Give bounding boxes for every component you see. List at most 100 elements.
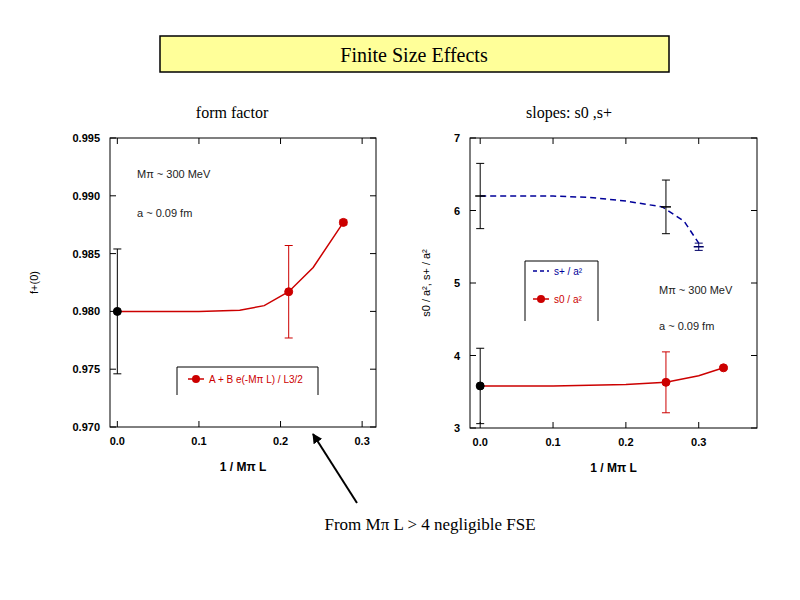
y-tick <box>370 427 376 428</box>
y-tick <box>751 283 757 284</box>
x-tick <box>553 138 554 144</box>
y-tick <box>110 253 116 254</box>
error-cap <box>662 180 670 181</box>
y-tick <box>110 138 116 139</box>
y-tick <box>110 427 116 428</box>
y-tick <box>110 195 116 196</box>
y-tick-label: 0.975 <box>72 363 100 375</box>
error-bar <box>662 180 670 234</box>
legend: A + B e(-Mπ L) / L3/2 <box>177 367 318 395</box>
data-point <box>339 218 347 226</box>
x-tick <box>480 138 481 144</box>
data-point <box>694 246 704 248</box>
error-cap <box>476 423 484 424</box>
error-bar <box>695 243 703 250</box>
plot-frame <box>110 138 376 427</box>
x-tick-label: 0.1 <box>545 436 560 448</box>
legend-marker <box>537 295 545 303</box>
annotation-text: From Mπ L > 4 negligible FSE <box>324 515 535 534</box>
x-tick <box>117 421 118 427</box>
series-line <box>480 368 723 386</box>
error-cap <box>662 233 670 234</box>
chart: slopes: s0 ,s+0.00.10.20.3345671 / Mπ Ls… <box>420 104 757 475</box>
x-tick <box>553 422 554 428</box>
slide-title: Finite Size Effects <box>340 44 488 66</box>
y-tick-label: 0.970 <box>72 421 100 433</box>
chart-title: form factor <box>196 104 269 121</box>
error-cap <box>662 412 670 413</box>
x-axis-label: 1 / Mπ L <box>220 460 267 474</box>
data-point <box>113 307 121 315</box>
y-tick <box>110 369 116 370</box>
y-tick <box>751 138 757 139</box>
x-tick <box>362 421 363 427</box>
error-bar <box>476 348 484 423</box>
y-tick <box>751 428 757 429</box>
y-tick <box>370 369 376 370</box>
y-axis-label: f+(0) <box>28 271 40 294</box>
y-tick-label: 5 <box>454 277 460 289</box>
error-bar <box>476 163 484 228</box>
x-tick <box>625 422 626 428</box>
y-tick <box>370 195 376 196</box>
y-axis-label: s0 / a², s+ / a² <box>420 249 432 317</box>
legend: s+ / a²s0 / a² <box>525 261 598 321</box>
x-tick-label: 0.0 <box>473 436 488 448</box>
y-tick-label: 6 <box>454 205 460 217</box>
error-cap <box>285 245 293 246</box>
y-tick-label: 0.995 <box>72 132 100 144</box>
y-tick-label: 7 <box>454 132 460 144</box>
legend-marker <box>192 375 200 383</box>
y-tick <box>370 138 376 139</box>
x-tick <box>117 138 118 144</box>
annotation-arrow <box>313 434 357 503</box>
error-cap <box>113 248 121 249</box>
annotation: Mπ ~ 300 MeV <box>137 168 211 180</box>
legend-label: A + B e(-Mπ L) / L3/2 <box>209 374 303 385</box>
y-tick-label: 0.980 <box>72 305 100 317</box>
data-point <box>285 288 293 296</box>
x-tick-label: 0.2 <box>618 436 633 448</box>
y-tick <box>470 428 476 429</box>
x-tick <box>625 138 626 144</box>
plot-frame <box>470 138 757 428</box>
y-tick-label: 4 <box>454 350 461 362</box>
x-tick <box>198 138 199 144</box>
data-point <box>719 364 727 372</box>
annotation: a ~ 0.09 fm <box>137 207 192 219</box>
x-tick <box>362 138 363 144</box>
data-area <box>475 163 727 423</box>
legend-label: s0 / a² <box>554 294 582 305</box>
y-tick <box>370 253 376 254</box>
x-tick-label: 0.0 <box>110 435 125 447</box>
legend-frame <box>525 261 598 321</box>
data-area <box>113 218 347 373</box>
x-axis-label: 1 / Mπ L <box>590 461 637 475</box>
data-point <box>475 195 485 197</box>
error-cap <box>695 243 703 244</box>
error-cap <box>695 250 703 251</box>
title-box <box>160 36 669 72</box>
error-cap <box>662 351 670 352</box>
legend-line <box>533 270 549 272</box>
x-tick <box>280 421 281 427</box>
x-tick <box>698 422 699 428</box>
error-cap <box>476 163 484 164</box>
y-tick <box>470 210 476 211</box>
chart: form factor0.00.10.20.30.9700.9750.9800.… <box>28 104 376 474</box>
error-bar <box>662 352 670 413</box>
x-tick <box>280 138 281 144</box>
error-bar <box>113 249 121 374</box>
x-tick-label: 0.3 <box>354 435 369 447</box>
x-tick-label: 0.3 <box>691 436 706 448</box>
series-line <box>117 222 343 311</box>
x-tick <box>698 138 699 144</box>
data-point <box>476 382 484 390</box>
y-tick <box>370 311 376 312</box>
y-tick <box>751 210 757 211</box>
y-tick-label: 0.985 <box>72 248 100 260</box>
data-point <box>661 206 671 208</box>
data-point <box>662 378 670 386</box>
error-cap <box>476 348 484 349</box>
x-tick-label: 0.1 <box>191 435 206 447</box>
